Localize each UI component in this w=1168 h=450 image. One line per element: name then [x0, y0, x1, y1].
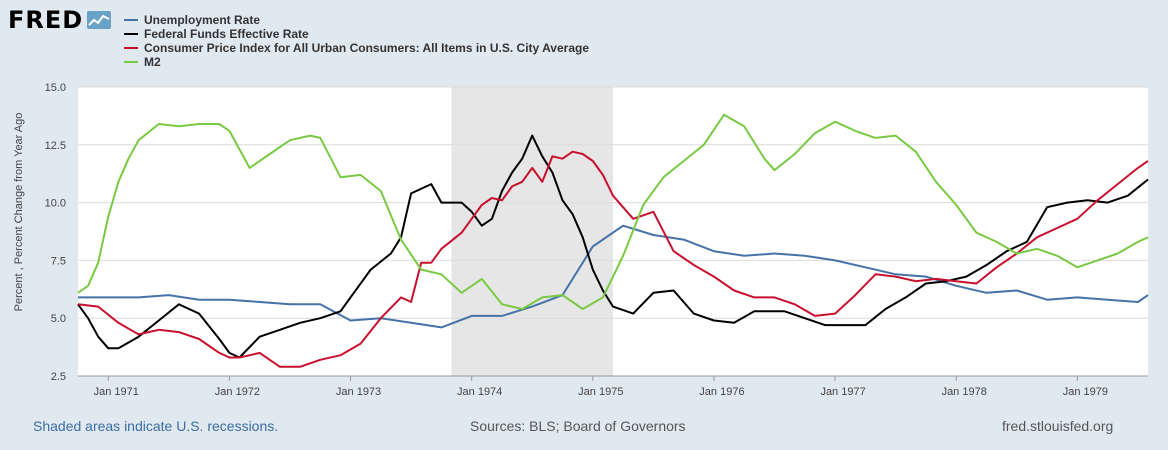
x-tick-label: Jan 1975	[578, 386, 623, 398]
y-tick-label: 2.5	[51, 371, 66, 383]
x-tick-label: Jan 1972	[215, 386, 260, 398]
line-chart: 2.5 5.0 7.5 10.0 12.5 15.0 Jan 1971 Jan 1972 Jan…	[13, 82, 1149, 398]
legend-swatch	[124, 47, 138, 49]
recession-note: Shaded areas indicate U.S. recessions.	[33, 418, 279, 434]
series-line-1	[78, 224, 1149, 329]
series-line-4	[77, 113, 1149, 310]
site-link[interactable]: fred.stlouisfed.org	[1002, 418, 1114, 434]
fred-graph-icon	[87, 11, 112, 29]
sources-note: Sources: BLS; Board of Governors	[470, 418, 686, 434]
y-axis-label: Percent , Percent Change from Year Ago	[13, 113, 25, 312]
x-tick-label: Jan 1976	[699, 386, 744, 398]
legend-swatch	[124, 61, 138, 63]
chart-legend: Unemployment Rate Federal Funds Effective…	[124, 13, 589, 69]
fred-logo[interactable]: FRED	[8, 6, 112, 34]
y-tick-label: 12.5	[45, 140, 66, 152]
legend-label: Federal Funds Effective Rate	[144, 27, 309, 41]
x-tick-label: Jan 1973	[336, 386, 381, 398]
y-tick-label: 10.0	[45, 198, 66, 210]
x-tick-label: Jan 1971	[94, 386, 139, 398]
legend-item[interactable]: M2	[124, 55, 589, 69]
legend-item[interactable]: Federal Funds Effective Rate	[124, 27, 589, 41]
y-tick-label: 5.0	[51, 313, 66, 325]
legend-item[interactable]: Unemployment Rate	[124, 13, 589, 27]
legend-label: M2	[144, 55, 161, 69]
y-tick-label: 15.0	[45, 82, 66, 94]
x-tick-label: Jan 1977	[820, 386, 865, 398]
legend-label: Consumer Price Index for All Urban Consu…	[144, 41, 589, 55]
legend-label: Unemployment Rate	[144, 13, 261, 27]
x-tick-label: Jan 1974	[457, 386, 502, 398]
legend-item[interactable]: Consumer Price Index for All Urban Consu…	[124, 41, 589, 55]
logo-text: FRED	[8, 6, 84, 34]
recession-band	[451, 87, 613, 376]
y-tick-label: 7.5	[51, 255, 66, 267]
legend-swatch	[124, 33, 138, 35]
legend-swatch	[124, 19, 138, 21]
x-tick-label: Jan 1979	[1063, 386, 1108, 398]
series-line-3	[77, 150, 1149, 368]
x-tick-label: Jan 1978	[942, 386, 987, 398]
